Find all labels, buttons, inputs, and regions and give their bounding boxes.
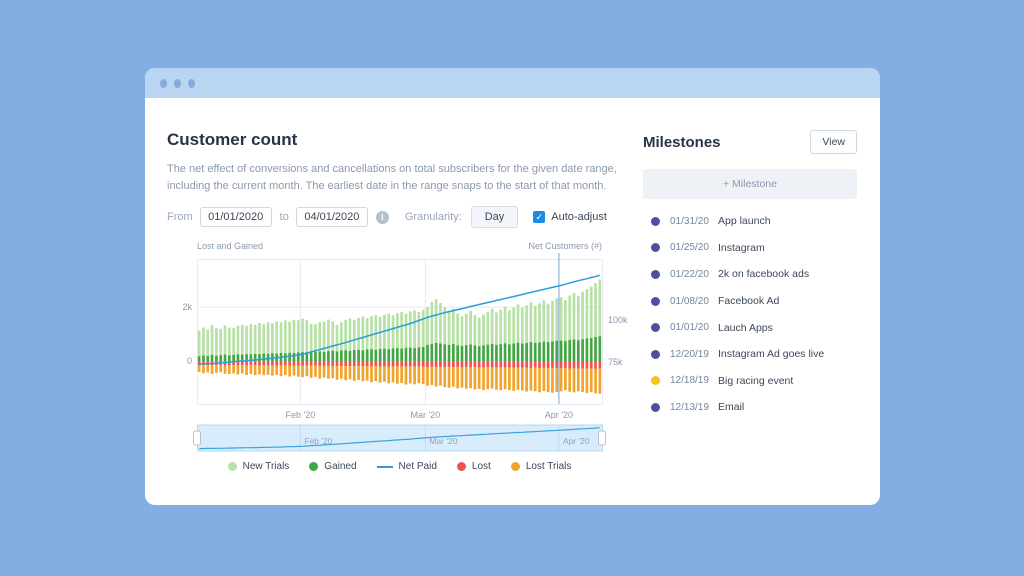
- milestones-panel: Milestones View + Milestone 01/31/20 App …: [643, 130, 857, 472]
- milestone-label: Facebook Ad: [718, 295, 780, 308]
- milestone-dot-icon: [651, 349, 660, 359]
- milestones-title: Milestones: [643, 133, 721, 151]
- legend-item[interactable]: Gained: [309, 461, 357, 473]
- milestone-date: 01/01/20: [670, 322, 709, 334]
- milestone-date: 01/22/20: [670, 268, 709, 280]
- milestone-label: Big racing event: [718, 374, 794, 387]
- milestone-dot-icon: [651, 402, 660, 412]
- legend-item[interactable]: Net Paid: [376, 461, 437, 473]
- milestone-list: 01/31/20 App launch 01/25/20 Instagram 01/22…: [643, 208, 857, 421]
- milestone-dot-icon: [651, 323, 660, 333]
- slider-handle-left[interactable]: [193, 430, 201, 446]
- milestone-row[interactable]: 01/01/20 Lauch Apps: [643, 314, 857, 341]
- legend-label: Gained: [324, 461, 357, 473]
- legend-item[interactable]: New Trials: [227, 461, 290, 473]
- slider-month-label: Apr '20: [563, 436, 590, 446]
- slider-month-label: Feb '20: [304, 436, 332, 446]
- milestone-date: 12/20/19: [670, 348, 709, 360]
- legend-label: Lost: [471, 461, 491, 473]
- milestone-dot-icon: [651, 269, 660, 279]
- from-date-input[interactable]: [199, 207, 272, 228]
- window-dot-icon[interactable]: [174, 78, 181, 88]
- milestone-date: 12/13/19: [670, 401, 709, 413]
- to-date-input[interactable]: [295, 207, 368, 228]
- milestone-date: 01/25/20: [670, 242, 709, 254]
- milestone-date: 12/18/19: [670, 375, 709, 387]
- legend-dot-icon: [309, 462, 319, 472]
- slider-handle-right[interactable]: [598, 430, 606, 446]
- page-title: Customer count: [167, 130, 298, 149]
- milestone-date: 01/31/20: [670, 215, 709, 227]
- axis-titles: Lost and Gained Net Customers (#): [167, 241, 627, 251]
- window-dot-icon[interactable]: [188, 78, 195, 88]
- milestone-row[interactable]: 01/25/20 Instagram: [643, 235, 857, 262]
- milestone-label: App launch: [718, 215, 771, 228]
- legend-label: New Trials: [242, 461, 290, 473]
- from-label: From: [167, 211, 193, 224]
- milestone-dot-icon: [651, 296, 660, 306]
- milestone-dot-icon: [651, 216, 660, 226]
- slider-month-label: Mar '20: [429, 436, 457, 446]
- slider-net-paid-line: [199, 427, 600, 450]
- milestone-row[interactable]: 12/20/19 Instagram Ad goes live: [643, 341, 857, 368]
- milestone-label: Lauch Apps: [718, 321, 773, 334]
- milestone-row[interactable]: 01/22/20 2k on facebook ads: [643, 261, 857, 288]
- bars: [197, 279, 602, 394]
- milestone-row[interactable]: 01/08/20 Facebook Ad: [643, 288, 857, 315]
- view-button[interactable]: View: [810, 130, 857, 154]
- window-titlebar: [145, 68, 880, 98]
- customer-count-section: Customer count The net effect of convers…: [167, 130, 627, 472]
- plus-icon: +: [722, 178, 730, 190]
- legend-item[interactable]: Lost Trials: [510, 461, 572, 473]
- legend-dot-icon: [510, 462, 520, 472]
- date-range-controls: From to i Granularity: Day Auto-adjust: [167, 206, 627, 229]
- section-description: The net effect of conversions and cancel…: [167, 163, 617, 193]
- legend-item[interactable]: Lost: [456, 461, 491, 473]
- milestone-dot-icon: [651, 376, 660, 386]
- add-milestone-button[interactable]: + Milestone: [643, 169, 857, 199]
- granularity-label: Granularity:: [404, 211, 462, 224]
- info-icon[interactable]: i: [375, 210, 389, 224]
- net-paid-line: [199, 274, 601, 366]
- milestone-label: 2k on facebook ads: [718, 268, 810, 281]
- milestone-row[interactable]: 12/13/19 Email: [643, 394, 857, 421]
- legend-label: Lost Trials: [525, 461, 572, 473]
- milestone-label: Instagram: [718, 241, 765, 254]
- add-milestone-label: Milestone: [732, 178, 777, 190]
- legend-label: Net Paid: [398, 461, 437, 473]
- to-label: to: [279, 211, 289, 224]
- left-axis-title: Lost and Gained: [197, 241, 264, 252]
- milestone-label: Email: [718, 401, 745, 414]
- milestone-date: 01/08/20: [670, 295, 709, 307]
- milestone-row[interactable]: 12/18/19 Big racing event: [643, 368, 857, 395]
- auto-adjust-checkbox[interactable]: [533, 211, 546, 224]
- right-axis-tick: 100k: [608, 315, 627, 325]
- x-axis-label: Feb '20: [286, 410, 316, 419]
- browser-window: Customer count The net effect of convers…: [145, 68, 880, 505]
- right-axis-tick: 75k: [608, 357, 623, 367]
- legend-dot-icon: [227, 462, 237, 472]
- granularity-day-button[interactable]: Day: [470, 206, 519, 229]
- x-axis-label: Apr '20: [545, 410, 573, 419]
- auto-adjust-label: Auto-adjust: [551, 211, 607, 224]
- customer-count-chart[interactable]: 2k 0 100k 75k Feb '20 Mar '20 Apr '20: [167, 253, 627, 419]
- left-axis-tick: 2k: [182, 302, 192, 312]
- legend-line-icon: [376, 465, 393, 468]
- milestone-row[interactable]: 01/31/20 App launch: [643, 208, 857, 235]
- x-axis-label: Mar '20: [410, 410, 440, 419]
- milestone-dot-icon: [651, 243, 660, 253]
- milestone-label: Instagram Ad goes live: [718, 348, 825, 361]
- left-axis-tick: 0: [187, 356, 192, 366]
- milestones-header: Milestones View: [643, 130, 857, 154]
- date-range-slider[interactable]: Feb '20 Mar '20 Apr '20: [167, 424, 627, 454]
- chart-legend: New Trials Gained Net Paid Lost Lost Trials: [197, 461, 602, 472]
- window-dot-icon[interactable]: [160, 78, 167, 88]
- legend-dot-icon: [456, 462, 466, 472]
- slider-track[interactable]: [197, 424, 603, 452]
- right-axis-title: Net Customers (#): [528, 241, 602, 252]
